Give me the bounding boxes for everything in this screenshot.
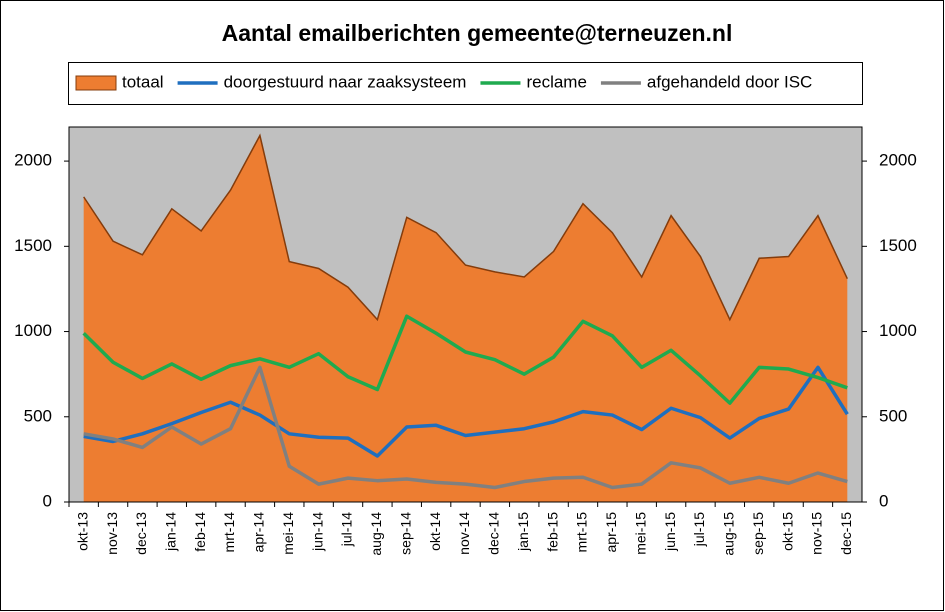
x-tick-label: jul-14: [339, 512, 355, 547]
area: [83, 133, 848, 322]
line: [83, 365, 848, 490]
x-tick-label: aug-14: [368, 512, 384, 556]
legend-label: afgehandeld door ISC: [647, 72, 812, 91]
legend-label: doorgestuurd naar zaaksysteem: [224, 72, 467, 91]
x-tick-label: okt-15: [779, 512, 795, 551]
x-tick-label: okt-13: [74, 512, 90, 551]
x-tick-label: nov-15: [809, 512, 825, 555]
area-fill: [83, 135, 848, 503]
x-tick-label: mei-15: [632, 512, 648, 555]
x-tick-label: feb-14: [192, 512, 208, 552]
x-tick-label: jun-15: [662, 512, 678, 552]
x-tick-label: sep-15: [750, 512, 766, 555]
x-tick-label: sep-14: [397, 512, 413, 555]
x-tick-label: jan-15: [515, 512, 531, 552]
y-tick-label: 1000: [14, 321, 52, 340]
y-tick-label: 1500: [14, 236, 52, 255]
legend-swatch: [75, 75, 117, 91]
x-tick-label: apr-14: [251, 512, 267, 553]
x-tick-label: jan-14: [162, 512, 178, 552]
legend-label: reclame: [526, 72, 586, 91]
x-tick-label: nov-13: [104, 512, 120, 555]
x-tick-label: mrt-15: [574, 512, 590, 553]
y2-tick-label: 1500: [879, 236, 917, 255]
y2-tick-label: 2000: [879, 151, 917, 170]
y-tick-label: 2000: [14, 151, 52, 170]
x-tick-label: dec-15: [838, 512, 854, 555]
line: [82, 314, 848, 405]
line: [83, 365, 849, 458]
x-tick-label: dec-13: [133, 512, 149, 555]
x-tick-label: dec-14: [486, 512, 502, 555]
chart-title: Aantal emailberichten gemeente@terneuzen…: [222, 20, 733, 46]
x-tick-label: mei-14: [280, 512, 296, 555]
x-tick-label: jun-14: [309, 512, 325, 552]
y2-tick-label: 0: [879, 491, 888, 510]
y2-tick-label: 1000: [879, 321, 917, 340]
x-tick-label: nov-14: [456, 512, 472, 555]
legend-label: totaal: [122, 72, 164, 91]
x-tick-label: aug-15: [721, 512, 737, 556]
y2-tick-label: 500: [879, 406, 907, 425]
x-tick-label: mrt-14: [221, 512, 237, 553]
y-tick-label: 500: [24, 406, 52, 425]
x-tick-label: feb-15: [544, 512, 560, 552]
x-tick-label: jul-15: [691, 512, 707, 547]
y-tick-label: 0: [43, 491, 52, 510]
x-tick-label: apr-15: [603, 512, 619, 553]
plot-border: [68, 126, 863, 503]
x-tick-label: okt-14: [427, 512, 443, 551]
